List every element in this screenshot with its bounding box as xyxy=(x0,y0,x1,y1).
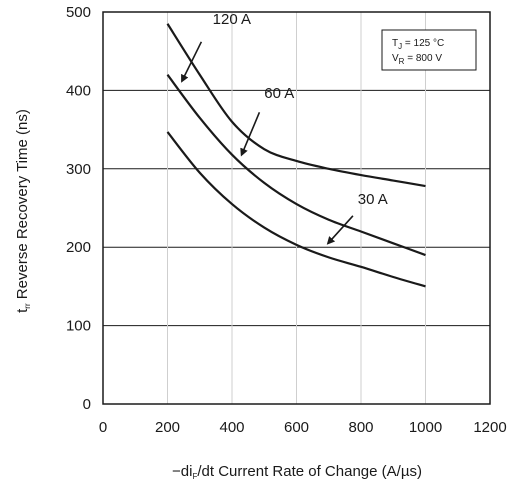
condition-temperature-symbol: T xyxy=(392,38,398,49)
y-tick-label-100: 100 xyxy=(66,318,91,335)
x-tick-label-1200: 1200 xyxy=(473,419,506,436)
curve-arrow-60a xyxy=(240,112,261,157)
y-tick-labels: 0 100 200 300 400 500 xyxy=(66,4,91,413)
x-tick-label-1000: 1000 xyxy=(409,419,442,436)
y-axis-title-subscript: rr xyxy=(23,303,32,309)
series-lines xyxy=(166,23,426,288)
x-tick-label-0: 0 xyxy=(99,419,107,436)
condition-voltage-subscript: R xyxy=(399,57,405,66)
x-tick-label-200: 200 xyxy=(155,419,180,436)
annotations: 120 A 60 A 30 A xyxy=(181,11,388,245)
curve-label-60a: 60 A xyxy=(264,85,294,102)
condition-voltage-value: = 800 V xyxy=(404,53,442,64)
condition-voltage: VR = 800 V xyxy=(392,53,442,66)
curve-arrow-30a xyxy=(326,215,354,245)
series-line-120a xyxy=(166,23,426,188)
condition-temperature: TJ = 125 °C xyxy=(392,38,444,51)
conditions-legend: TJ = 125 °C VR = 800 V xyxy=(381,29,477,71)
x-tick-label-600: 600 xyxy=(284,419,309,436)
condition-temperature-value: = 125 °C xyxy=(402,38,444,49)
conditions-box xyxy=(381,29,477,71)
y-axis-title-suffix: Reverse Recovery Time (ns) xyxy=(14,109,31,303)
plot-frame xyxy=(102,11,491,405)
condition-temperature-subscript: J xyxy=(398,42,402,51)
x-axis-title: −diF/dt Current Rate of Change (A/µs) xyxy=(172,463,422,481)
series-line-60a xyxy=(166,74,426,257)
x-tick-label-800: 800 xyxy=(348,419,373,436)
curve-label-120a: 120 A xyxy=(213,11,251,28)
y-axis-title-symbol: t xyxy=(14,308,31,313)
condition-voltage-symbol: V xyxy=(392,53,399,64)
x-axis-title-prefix: −di xyxy=(172,463,192,480)
x-axis-title-subscript: F xyxy=(192,472,197,481)
y-tick-label-200: 200 xyxy=(66,239,91,256)
x-tick-label-400: 400 xyxy=(219,419,244,436)
y-tick-label-500: 500 xyxy=(66,4,91,21)
x-tick-labels: 0 200 400 600 800 1000 1200 xyxy=(99,419,507,436)
y-axis-title: trr Reverse Recovery Time (ns) xyxy=(14,109,32,313)
y-tick-label-0: 0 xyxy=(83,396,91,413)
curve-label-30a: 30 A xyxy=(358,191,388,208)
curve-arrow-120a xyxy=(181,41,203,83)
y-tick-label-300: 300 xyxy=(66,161,91,178)
gridlines xyxy=(103,12,490,404)
series-line-30a xyxy=(166,131,426,288)
x-axis-title-suffix: /dt Current Rate of Change (A/µs) xyxy=(197,463,422,480)
y-tick-label-400: 400 xyxy=(66,82,91,99)
